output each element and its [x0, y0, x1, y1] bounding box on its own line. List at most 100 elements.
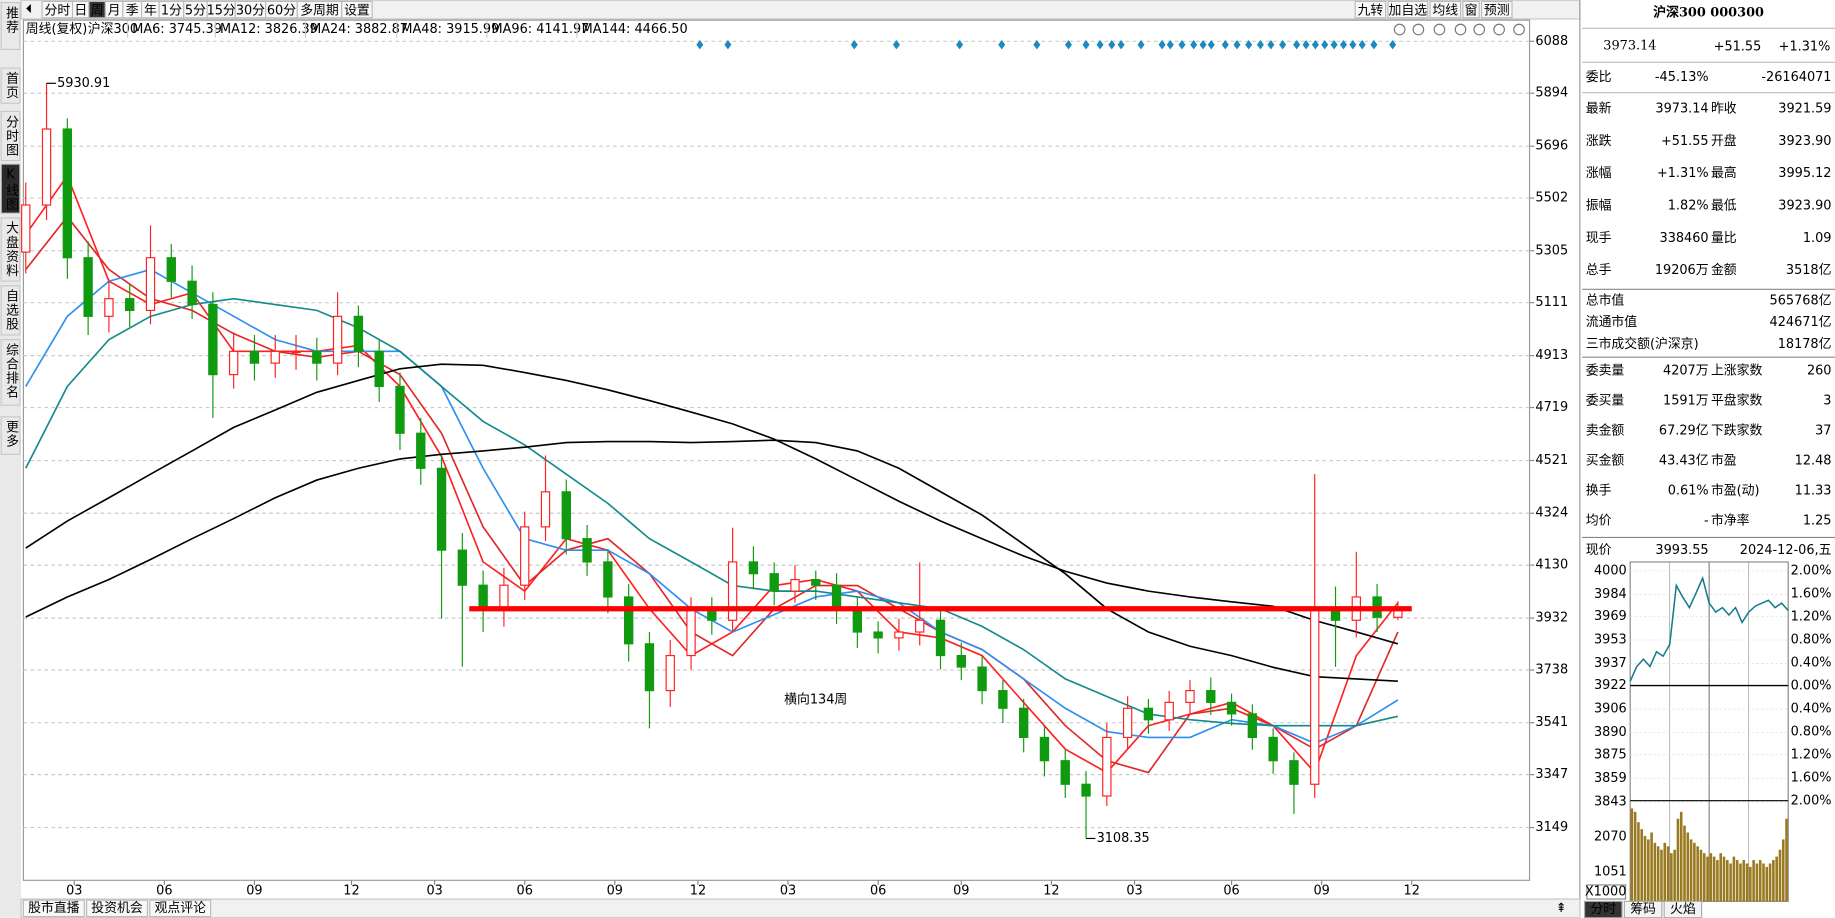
y-tick-label: 3906: [1594, 702, 1627, 717]
row-value: 3: [1823, 394, 1831, 409]
legend-entry: MA144: 4466.50: [582, 22, 688, 37]
candle-body: [416, 432, 426, 469]
x-tick-label: 09: [607, 883, 623, 898]
bottom-tab[interactable]: [149, 899, 212, 918]
level-label: 横向134周: [784, 692, 847, 708]
period-label[interactable]: 多周期: [300, 3, 339, 18]
period-button[interactable]: [341, 0, 373, 19]
period-label[interactable]: 15分: [207, 3, 236, 18]
y2-tick-label: 2.00%: [1791, 564, 1832, 579]
period-label[interactable]: 月: [108, 3, 121, 18]
volume-bar: [1679, 811, 1683, 902]
y2-tick-label: 2.00%: [1791, 793, 1832, 808]
y-tick-label: 4913: [1535, 348, 1568, 363]
panel-tab-label[interactable]: 筹码: [1630, 901, 1656, 917]
candle-body: [395, 385, 405, 434]
panel-tab-label[interactable]: 火焰: [1670, 902, 1696, 917]
tool-icon[interactable]: [1513, 23, 1525, 36]
y-tick-label: 3875: [1594, 747, 1627, 762]
tool-icon[interactable]: [1454, 23, 1467, 36]
bottom-tab[interactable]: [22, 899, 85, 918]
row-value: 3973.14: [1655, 102, 1708, 117]
volume-bar: [1660, 849, 1663, 902]
toolbar-label[interactable]: 均线: [1432, 3, 1458, 18]
y-tick-label: 4521: [1535, 453, 1568, 468]
candle-body: [499, 584, 509, 610]
row-label: 涨跌: [1586, 133, 1612, 149]
volume-bar: [1633, 811, 1637, 902]
row-label: 振幅: [1586, 198, 1612, 213]
sidebar-button[interactable]: [0, 2, 21, 50]
sidebar-label[interactable]: 更多: [3, 420, 18, 448]
sidebar-button[interactable]: [0, 285, 21, 336]
bottom-tab-label[interactable]: 投资机会: [91, 900, 143, 916]
candle-body: [956, 654, 966, 668]
period-label[interactable]: 分时: [44, 3, 70, 18]
sidebar-label[interactable]: 推荐: [3, 6, 18, 34]
bottom-tab-label[interactable]: 观点评论: [155, 901, 207, 916]
period-label[interactable]: 日: [74, 3, 87, 18]
period-label[interactable]: 周: [91, 3, 104, 18]
tool-icon[interactable]: [1473, 23, 1486, 36]
volume-bar: [1650, 832, 1653, 902]
period-label[interactable]: 60分: [267, 3, 296, 18]
y-tick-label: 3843: [1594, 794, 1627, 809]
row-value: -: [1704, 514, 1709, 529]
period-label[interactable]: 5分: [185, 3, 206, 18]
period-label[interactable]: 设置: [344, 3, 370, 18]
row-value: 12.48: [1795, 454, 1832, 469]
volume-bar: [1785, 818, 1788, 902]
signal-marker: [1370, 40, 1378, 50]
sidebar-button[interactable]: [0, 110, 21, 162]
sidebar-button[interactable]: [0, 416, 21, 455]
toolbar-button[interactable]: [1480, 0, 1513, 19]
period-label[interactable]: 30分: [236, 3, 265, 18]
toolbar-button[interactable]: [1462, 0, 1480, 19]
volume-bar: [1683, 825, 1686, 902]
toolbar-label[interactable]: 加自选: [1389, 3, 1428, 18]
tool-icon[interactable]: [1493, 23, 1505, 36]
sidebar-label[interactable]: 首页: [3, 72, 18, 100]
tool-icon[interactable]: [1393, 23, 1406, 36]
sidebar-button[interactable]: [0, 67, 21, 104]
panel-tab-label[interactable]: 分时: [1590, 902, 1616, 917]
toolbar-button[interactable]: [1387, 0, 1429, 19]
tool-icon[interactable]: [1412, 23, 1425, 36]
sidebar-label[interactable]: 综合排名: [3, 343, 18, 399]
x-tick-label: 06: [1223, 883, 1239, 898]
y-tick-label: 3969: [1594, 609, 1627, 624]
sidebar-label[interactable]: 自选股: [3, 289, 18, 331]
candle-body: [312, 350, 322, 364]
sidebar-label[interactable]: K线图: [3, 168, 18, 212]
candle-body: [935, 619, 946, 657]
now-price: 3993.55: [1655, 543, 1708, 558]
row-label: 金额: [1711, 262, 1737, 278]
toolbar-label[interactable]: 九转: [1358, 3, 1384, 18]
period-label[interactable]: 1分: [161, 3, 182, 18]
toolbar-label[interactable]: 窗: [1465, 2, 1478, 18]
bottom-tab-label[interactable]: 股市直播: [28, 900, 80, 916]
candle-body: [249, 350, 260, 364]
volume-tick-label: 2070: [1594, 830, 1627, 845]
sidebar-button[interactable]: [0, 339, 21, 406]
signal-marker: [1137, 40, 1145, 50]
toolbar-label[interactable]: 预测: [1484, 3, 1510, 18]
candle-body: [1268, 736, 1278, 762]
signal-marker: [1330, 40, 1338, 50]
sidebar-button[interactable]: [0, 217, 21, 282]
toolbar-button[interactable]: [1354, 0, 1387, 19]
period-label[interactable]: 年: [144, 3, 157, 18]
y2-tick-label: 0.00%: [1791, 679, 1832, 694]
period-label[interactable]: 季: [126, 3, 139, 18]
y-tick-label: 5696: [1535, 139, 1568, 154]
toolbar-button[interactable]: [1429, 0, 1462, 19]
sidebar-label[interactable]: 分时图: [3, 115, 18, 157]
candle-body: [41, 128, 52, 206]
sidebar-label[interactable]: 大盘资料: [3, 221, 18, 277]
sidebar-button[interactable]: [0, 163, 21, 214]
x-tick-label: 03: [66, 883, 82, 898]
volume-bar: [1749, 866, 1752, 902]
row-label: 委比: [1586, 70, 1612, 85]
tool-icon[interactable]: [1433, 23, 1446, 36]
bottom-tab[interactable]: [86, 899, 149, 918]
